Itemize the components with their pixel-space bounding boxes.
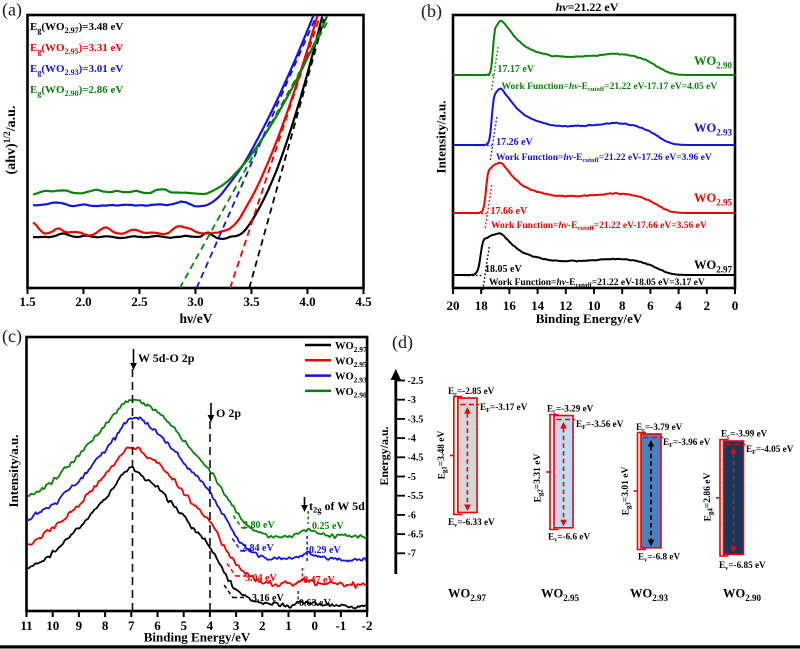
svg-text:2: 2	[259, 618, 266, 633]
svg-text:18.05 eV: 18.05 eV	[485, 264, 522, 275]
svg-text:5: 5	[180, 618, 187, 633]
svg-text:-6.5: -6.5	[408, 530, 424, 541]
svg-text:Ec=-3.29 eV: Ec=-3.29 eV	[547, 404, 594, 416]
svg-text:Eg(WO2.93)=3.01 eV: Eg(WO2.93)=3.01 eV	[30, 63, 123, 77]
svg-text:Work Function=hν-Ecutoff=21.22: Work Function=hν-Ecutoff=21.22 eV-17.66 …	[491, 221, 707, 232]
svg-text:0: 0	[311, 618, 318, 633]
svg-text:Work Function=hν-Ecutoff=21.22: Work Function=hν-Ecutoff=21.22 eV-17.26 …	[496, 153, 712, 164]
svg-text:-3: -3	[408, 395, 416, 406]
svg-text:Ec=-2.85 eV: Ec=-2.85 eV	[448, 386, 495, 398]
svg-text:Eg2=3.31 eV: Eg2=3.31 eV	[533, 454, 545, 503]
svg-text:Ev=-6.85 eV: Ev=-6.85 eV	[719, 560, 766, 572]
svg-text:(ahv)1/2/a.u.: (ahv)1/2/a.u.	[3, 106, 19, 175]
svg-text:Binding Energy/eV: Binding Energy/eV	[536, 311, 643, 326]
svg-text:Binding Energy/eV: Binding Energy/eV	[144, 630, 251, 645]
svg-text:Work Function=hν-Ecutoff=21.22: Work Function=hν-Ecutoff=21.22 eV-17.17 …	[502, 82, 718, 93]
svg-text:16: 16	[503, 298, 517, 313]
svg-text:1.5: 1.5	[19, 294, 36, 309]
svg-text:Energy/a.u.: Energy/a.u.	[377, 426, 391, 485]
svg-text:2.0: 2.0	[75, 294, 91, 309]
svg-text:7: 7	[128, 618, 135, 633]
svg-text:3.16 eV: 3.16 eV	[252, 593, 284, 604]
svg-text:4.0: 4.0	[299, 294, 315, 309]
svg-text:2.84 eV: 2.84 eV	[242, 543, 274, 554]
svg-text:-4: -4	[408, 434, 416, 445]
svg-text:(c): (c)	[2, 326, 22, 347]
svg-text:Eg(WO2.90)=2.86 eV: Eg(WO2.90)=2.86 eV	[30, 84, 123, 98]
svg-text:3: 3	[233, 618, 240, 633]
svg-text:O 2p: O 2p	[216, 406, 241, 420]
svg-text:4: 4	[207, 618, 214, 633]
svg-text:11: 11	[20, 618, 32, 633]
svg-text:20: 20	[447, 298, 460, 313]
svg-text:8: 8	[619, 298, 626, 313]
svg-text:17.26 eV: 17.26 eV	[496, 137, 533, 148]
svg-text:-5.5: -5.5	[408, 491, 424, 502]
svg-text:0.47 eV: 0.47 eV	[303, 575, 335, 586]
svg-text:Eg3=3.01 eV: Eg3=3.01 eV	[621, 467, 633, 516]
svg-text:6: 6	[647, 298, 654, 313]
svg-text:-5: -5	[408, 472, 416, 483]
svg-text:10: 10	[46, 618, 59, 633]
svg-text:3.04 eV: 3.04 eV	[245, 573, 277, 584]
svg-text:14: 14	[531, 298, 545, 313]
svg-text:2.5: 2.5	[131, 294, 148, 309]
svg-text:(a): (a)	[2, 0, 22, 21]
svg-text:t2g of W 5d: t2g of W 5d	[309, 499, 365, 515]
svg-text:10: 10	[588, 298, 601, 313]
svg-text:0.25 eV: 0.25 eV	[312, 521, 344, 532]
svg-text:WO2.97: WO2.97	[335, 341, 367, 354]
svg-text:Ec=-3.99 eV: Ec=-3.99 eV	[721, 429, 768, 441]
svg-text:-3.5: -3.5	[408, 414, 424, 425]
svg-text:EF=-3.17 eV: EF=-3.17 eV	[480, 402, 528, 414]
svg-text:WO2.95: WO2.95	[335, 356, 367, 369]
svg-text:EF=-3.56 eV: EF=-3.56 eV	[576, 419, 624, 431]
svg-text:-7: -7	[408, 549, 416, 560]
svg-text:Ev=-6.6 eV: Ev=-6.6 eV	[548, 532, 590, 544]
svg-text:WO2.90: WO2.90	[335, 387, 367, 400]
svg-text:EF=-3.96 eV: EF=-3.96 eV	[663, 437, 711, 449]
svg-text:Ev=-6.8 eV: Ev=-6.8 eV	[638, 552, 680, 564]
svg-text:Intensity/a.u.: Intensity/a.u.	[6, 435, 21, 508]
svg-text:4.5: 4.5	[355, 294, 372, 309]
svg-text:-1: -1	[335, 618, 346, 633]
svg-text:Work Function=hν-Ecutoff=21.22: Work Function=hν-Ecutoff=21.22 eV-18.05 …	[489, 278, 705, 289]
svg-text:9: 9	[76, 618, 83, 633]
svg-text:Ec=-3.79 eV: Ec=-3.79 eV	[636, 422, 683, 434]
svg-text:17.66 eV: 17.66 eV	[491, 206, 528, 217]
svg-text:12: 12	[559, 298, 572, 313]
svg-text:2: 2	[704, 298, 711, 313]
svg-text:Ev=-6.33 eV: Ev=-6.33 eV	[448, 517, 495, 529]
svg-text:W 5d-O 2p: W 5d-O 2p	[138, 351, 195, 365]
svg-text:hν=21.22 eV: hν=21.22 eV	[556, 0, 619, 14]
svg-text:17.17 eV: 17.17 eV	[497, 64, 534, 75]
svg-text:-4.5: -4.5	[408, 453, 424, 464]
svg-text:0.63 eV: 0.63 eV	[299, 598, 331, 609]
svg-text:2.80 eV: 2.80 eV	[243, 520, 275, 531]
svg-text:0: 0	[732, 298, 739, 313]
svg-text:(b): (b)	[421, 1, 442, 22]
svg-text:3.5: 3.5	[243, 294, 260, 309]
svg-text:Eg1=3.48 eV: Eg1=3.48 eV	[437, 431, 449, 480]
svg-text:Eg(WO2.97)=3.48 eV: Eg(WO2.97)=3.48 eV	[30, 21, 123, 35]
svg-text:Eg(WO2.95)=3.31 eV: Eg(WO2.95)=3.31 eV	[30, 42, 123, 56]
svg-text:18: 18	[475, 298, 489, 313]
svg-text:Intensity/a.u.: Intensity/a.u.	[434, 101, 449, 174]
svg-text:6: 6	[154, 618, 161, 633]
svg-text:3.0: 3.0	[187, 294, 203, 309]
svg-text:(d): (d)	[392, 332, 413, 353]
svg-text:hν/eV: hν/eV	[179, 311, 212, 326]
svg-text:-6: -6	[408, 510, 416, 521]
svg-text:1: 1	[285, 618, 292, 633]
svg-text:EF=-4.05 eV: EF=-4.05 eV	[746, 444, 794, 456]
svg-text:0.29 eV: 0.29 eV	[309, 545, 341, 556]
svg-text:Eg4=2.86 eV: Eg4=2.86 eV	[703, 473, 715, 522]
svg-text:4: 4	[675, 298, 682, 313]
svg-text:-2.5: -2.5	[408, 376, 424, 387]
svg-text:WO2.93: WO2.93	[335, 372, 367, 385]
svg-text:-2: -2	[362, 618, 373, 633]
svg-text:8: 8	[102, 618, 109, 633]
